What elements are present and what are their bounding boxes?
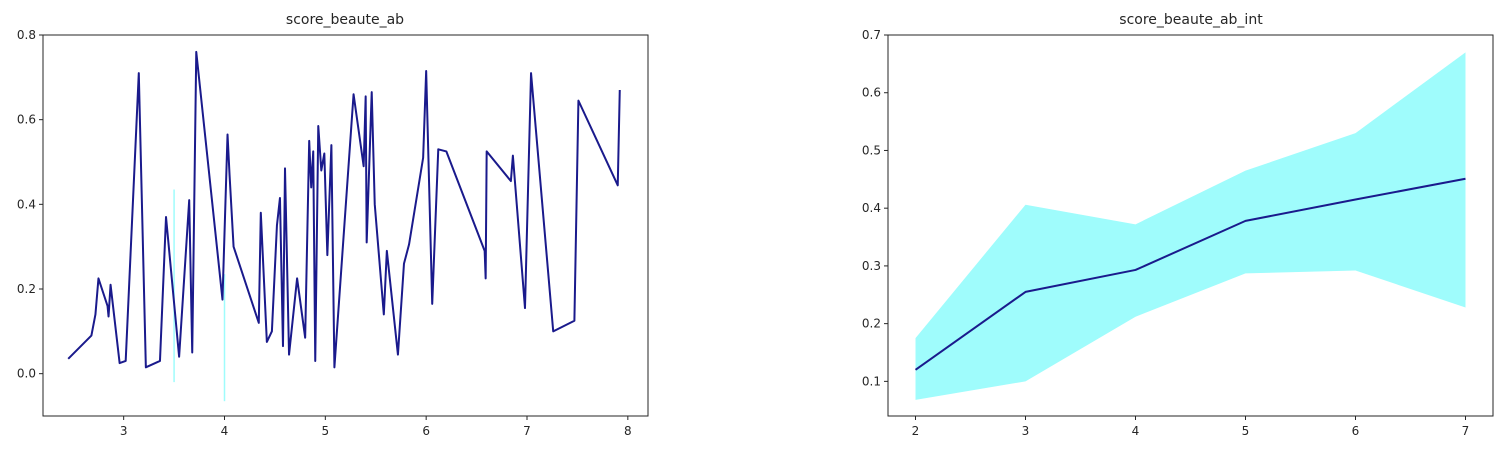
left-chart-title: score_beaute_ab	[286, 12, 404, 28]
left-y-tick-label-0: 0.0	[17, 367, 36, 381]
right-y-tick-label-2: 0.3	[862, 259, 881, 273]
left-line-layer	[67, 50, 621, 369]
left-x-tick-label-4: 7	[523, 424, 531, 438]
right-x-tick-label-0: 2	[912, 424, 920, 438]
left-series-line-0	[67, 50, 621, 369]
right-series-line-0	[914, 177, 1466, 371]
left-x-tick-label-2: 5	[322, 424, 330, 438]
right-confidence-band	[915, 52, 1466, 400]
right-x-tick-label-5: 7	[1462, 424, 1470, 438]
left-x-tick-label-0: 3	[120, 424, 128, 438]
left-y-tick-label-3: 0.6	[17, 113, 36, 127]
right-y-tick-label-5: 0.6	[862, 86, 881, 100]
left-axes-frame	[42, 34, 649, 417]
right-axes-frame	[887, 34, 1494, 417]
left-x-tick-label-5: 8	[624, 424, 632, 438]
right-line-layer	[914, 177, 1466, 371]
left-x-ticks: 3 4 5 6 7 8	[120, 416, 632, 438]
right-x-tick-label-1: 3	[1022, 424, 1030, 438]
left-y-ticks: 0.0 0.2 0.4 0.6 0.8	[17, 28, 43, 381]
right-y-tick-label-0: 0.1	[862, 374, 881, 388]
right-x-ticks: 2 3 4 5 6 7	[912, 416, 1470, 438]
right-y-ticks: 0.1 0.2 0.3 0.4 0.5 0.6 0.7	[862, 28, 888, 388]
right-y-tick-label-1: 0.2	[862, 317, 881, 331]
left-band-layer	[173, 189, 226, 402]
right-x-tick-label-2: 4	[1132, 424, 1140, 438]
right-y-tick-label-3: 0.4	[862, 201, 881, 215]
left-y-tick-label-1: 0.2	[17, 282, 36, 296]
left-chart-panel: score_beaute_ab 3 4 5 6 7 8 0.0 0.2 0.4 0.6 0.8	[17, 12, 649, 438]
right-chart-title: score_beaute_ab_int	[1119, 12, 1263, 28]
left-x-tick-label-1: 4	[221, 424, 229, 438]
right-x-tick-label-4: 6	[1352, 424, 1360, 438]
right-y-tick-label-4: 0.5	[862, 143, 881, 157]
left-y-tick-label-2: 0.4	[17, 197, 36, 211]
right-x-tick-label-3: 5	[1242, 424, 1250, 438]
right-band-layer	[915, 52, 1466, 400]
left-x-tick-label-3: 6	[422, 424, 430, 438]
right-y-tick-label-6: 0.7	[862, 28, 881, 42]
left-y-tick-label-4: 0.8	[17, 28, 36, 42]
